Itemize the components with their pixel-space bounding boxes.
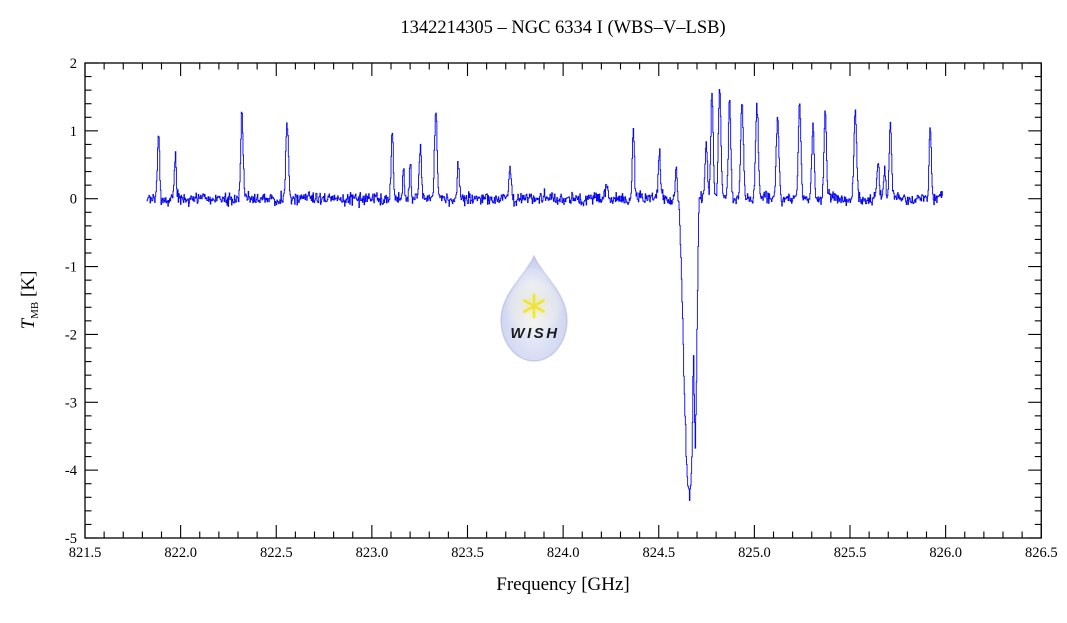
- x-tick-label: 825.0: [738, 545, 771, 561]
- axis-tick-labels: 821.5 822.0 822.5 823.0 823.5 824.0 824.5 825.0…: [65, 56, 1058, 561]
- x-tick-label: 823.0: [356, 545, 389, 561]
- x-tick-label: 826.0: [929, 545, 962, 561]
- x-tick-label: 821.5: [69, 545, 102, 561]
- y-tick-label: -2: [65, 327, 77, 343]
- x-tick-label: 822.5: [260, 545, 293, 561]
- x-axis-label: Frequency [GHz]: [496, 574, 629, 595]
- x-tick-label: 824.5: [642, 545, 675, 561]
- star-icon: [522, 293, 546, 319]
- x-tick-label: 825.5: [834, 545, 867, 561]
- y-axis-label: TMB [K]: [18, 271, 41, 330]
- y-tick-label: 2: [70, 56, 77, 72]
- x-tick-label: 822.0: [164, 545, 197, 561]
- chart-title: 1342214305 – NGC 6334 I (WBS–V–LSB): [400, 18, 725, 38]
- spectrum-line: [146, 88, 943, 501]
- y-tick-label: 1: [70, 124, 77, 140]
- plot-frame: [84, 62, 1042, 539]
- x-tick-label: 826.5: [1025, 545, 1058, 561]
- x-tick-label: 823.5: [451, 545, 484, 561]
- y-tick-label: 0: [70, 192, 77, 208]
- axis-ticks: [84, 62, 1042, 539]
- y-tick-label: -5: [65, 531, 77, 547]
- y-tick-label: -4: [65, 463, 78, 479]
- wish-watermark-text: WISH: [510, 325, 559, 342]
- y-tick-label: -3: [65, 395, 77, 411]
- wish-watermark: WISH: [500, 254, 568, 362]
- x-tick-label: 824.0: [547, 545, 580, 561]
- y-tick-label: -1: [65, 260, 77, 276]
